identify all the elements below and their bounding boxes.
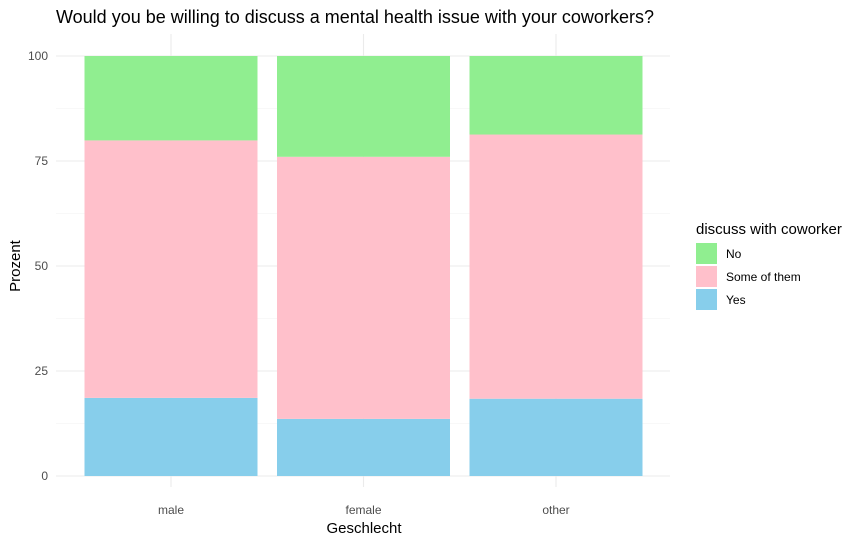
y-tick-label: 75 <box>35 154 49 168</box>
bar-other-no <box>469 56 643 135</box>
x-tick-label: female <box>345 503 381 517</box>
legend-title: discuss with coworker <box>696 221 842 238</box>
bar-male-some-of-them <box>84 140 258 398</box>
y-tick-label: 0 <box>41 469 48 483</box>
y-tick-label: 50 <box>35 259 49 273</box>
legend-key-some-of-them <box>696 266 717 287</box>
legend: discuss with coworker No Some of them Yes <box>696 221 842 310</box>
bar-male-no <box>84 56 258 141</box>
bar-female-yes <box>277 418 450 476</box>
y-axis-title: Prozent <box>7 239 24 292</box>
legend-label: No <box>726 247 742 261</box>
y-tick-labels: 0 25 50 75 100 <box>28 49 48 483</box>
x-axis-title: Geschlecht <box>326 520 402 537</box>
y-tick-label: 100 <box>28 49 48 63</box>
bar-male-yes <box>84 397 258 476</box>
legend-label: Some of them <box>726 270 801 284</box>
chart-title: Would you be willing to discuss a mental… <box>56 7 654 27</box>
y-tick-label: 25 <box>35 364 49 378</box>
bar-other-some-of-them <box>469 134 643 399</box>
bars <box>84 56 643 476</box>
bar-female-some-of-them <box>277 156 450 419</box>
legend-label: Yes <box>726 293 746 307</box>
bar-female-no <box>277 56 450 157</box>
legend-key-yes <box>696 289 717 310</box>
x-tick-labels: male female other <box>158 503 570 517</box>
bar-other-yes <box>469 398 643 476</box>
legend-key-no <box>696 243 717 264</box>
x-tick-label: male <box>158 503 184 517</box>
x-tick-label: other <box>542 503 569 517</box>
